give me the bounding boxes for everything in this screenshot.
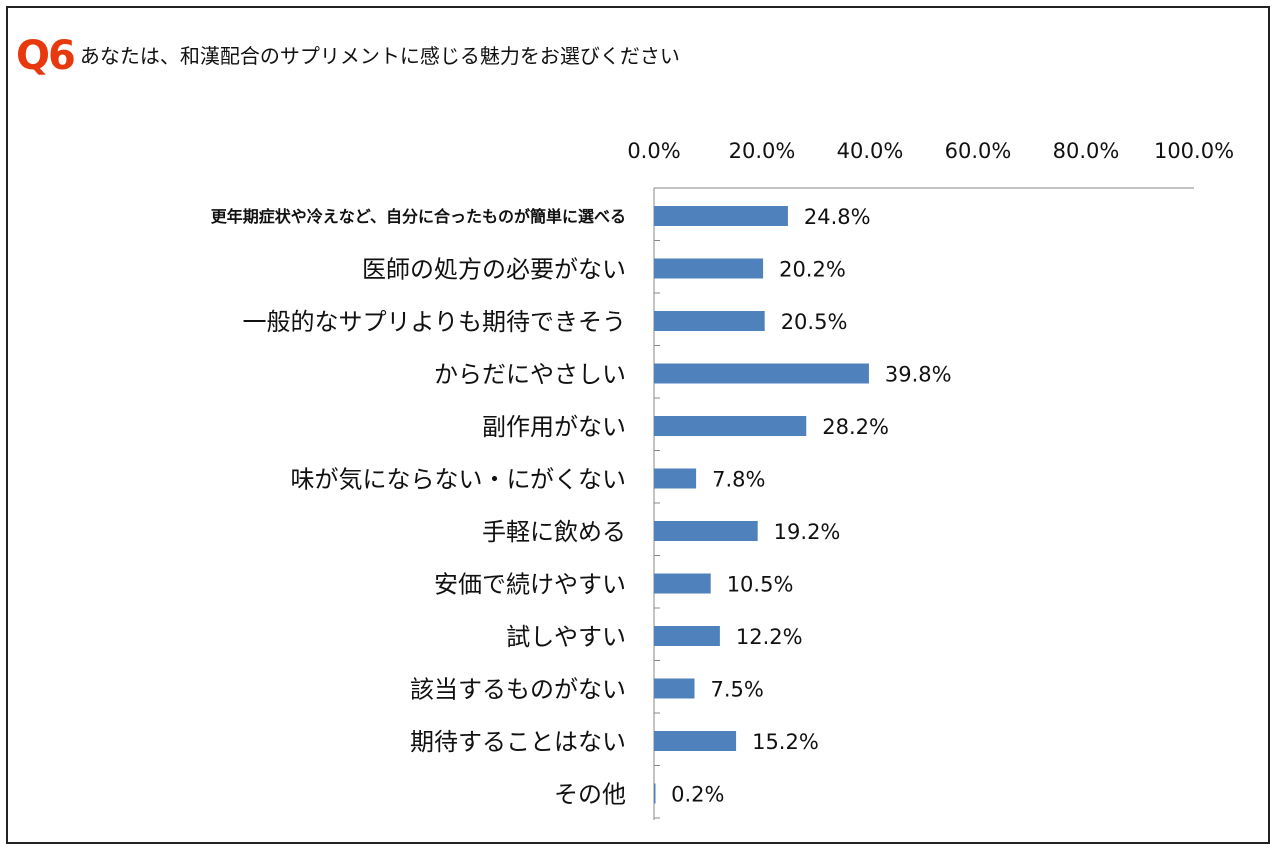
x-tick-label: 80.0%: [1053, 139, 1120, 163]
data-label: 7.8%: [712, 468, 765, 492]
bar: [654, 626, 720, 646]
data-label: 19.2%: [774, 520, 841, 544]
chart-frame: [6, 6, 1270, 844]
category-label: 手軽に飲める: [482, 518, 626, 546]
question-text: あなたは、和漢配合のサプリメントに感じる魅力をお選びください: [79, 44, 680, 68]
category-label: 該当するものがない: [410, 676, 626, 704]
category-label: その他: [554, 781, 626, 809]
category-label: 味が気にならない・にがくない: [290, 466, 626, 494]
x-tick-label: 20.0%: [729, 139, 796, 163]
category-label: からだにやさしい: [434, 361, 626, 389]
bar: [654, 468, 697, 489]
bar: [654, 311, 765, 331]
bar: [654, 678, 695, 699]
x-tick-label: 40.0%: [837, 139, 904, 163]
question-number-badge: Q6: [16, 33, 76, 79]
question-header: Q6 あなたは、和漢配合のサプリメントに感じる魅力をお選びください: [16, 34, 680, 78]
bar: [654, 363, 869, 384]
category-label: 医師の処方の必要がない: [362, 256, 626, 284]
data-label: 15.2%: [752, 730, 819, 754]
bar: [654, 258, 764, 279]
x-tick-label: 100.0%: [1154, 139, 1234, 163]
category-label: 期待することはない: [410, 728, 626, 756]
bar: [654, 416, 807, 436]
bar: [654, 573, 711, 594]
category-label: 試しやすい: [506, 623, 626, 651]
data-label: 12.2%: [736, 625, 803, 649]
data-label: 20.2%: [779, 258, 846, 282]
data-label: 20.5%: [781, 310, 848, 334]
category-label: 副作用がない: [482, 413, 626, 441]
data-label: 39.8%: [885, 363, 952, 387]
category-label: 更年期症状や冷えなど、自分に合ったものが簡単に選べる: [211, 207, 626, 226]
data-label: 24.8%: [804, 205, 871, 229]
bar: [654, 206, 788, 226]
category-label: 一般的なサプリよりも期待できそう: [242, 308, 626, 336]
bar: [654, 783, 656, 804]
x-tick-label: 0.0%: [627, 139, 680, 163]
data-label: 10.5%: [727, 573, 794, 597]
x-tick-label: 60.0%: [945, 139, 1012, 163]
data-label: 7.5%: [711, 678, 764, 702]
bar: [654, 731, 737, 751]
bar: [654, 521, 758, 541]
data-label: 28.2%: [822, 415, 889, 439]
category-label: 安価で続けやすい: [434, 571, 626, 599]
data-label: 0.2%: [671, 783, 724, 807]
